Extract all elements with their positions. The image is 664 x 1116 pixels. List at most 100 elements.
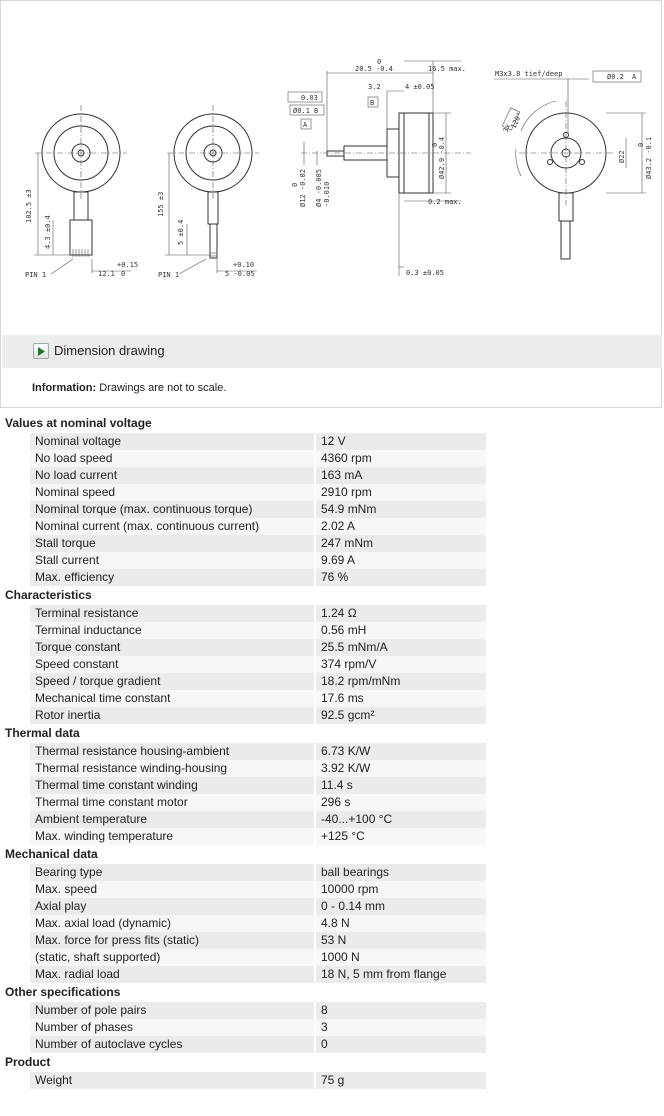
spec-value: +125 °C <box>316 828 486 845</box>
spec-row: Number of pole pairs 8 <box>0 1002 664 1019</box>
spec-row: Max. radial load 18 N, 5 mm from flange <box>0 966 664 983</box>
spec-label: No load speed <box>30 450 314 467</box>
spec-value: 17.6 ms <box>316 690 486 707</box>
group-title: Thermal data <box>5 726 80 740</box>
spec-value: 18 N, 5 mm from flange <box>316 966 486 983</box>
spec-row: Rotor inertia 92.5 gcm² <box>0 707 664 724</box>
spec-label: Thermal time constant motor <box>30 794 314 811</box>
info-label: Information: <box>32 382 97 394</box>
spec-label: Max. speed <box>30 881 314 898</box>
spec-row: Max. speed 10000 rpm <box>0 881 664 898</box>
spec-value: 0.56 mH <box>316 622 486 639</box>
front-view-long-cable: 155 ±3 5 ±0.4 5 -0.05 +0.10 PIN 1 <box>157 105 259 279</box>
group-title: Values at nominal voltage <box>5 416 152 430</box>
spec-value: ball bearings <box>316 864 486 881</box>
spec-row: Max. axial load (dynamic) 4.8 N <box>0 915 664 932</box>
spec-row: Nominal current (max. continuous current… <box>0 518 664 535</box>
spec-row: Max. force for press fits (static) 53 N <box>0 932 664 949</box>
dim-d1: 102.5 ±3 <box>25 189 33 223</box>
spec-label: Thermal resistance housing-ambient <box>30 743 314 760</box>
spec-label: Nominal voltage <box>30 433 314 450</box>
spec-row: Nominal speed 2910 rpm <box>0 484 664 501</box>
spec-label: Weight <box>30 1072 314 1089</box>
spec-value: 1000 N <box>316 949 486 966</box>
dim-s14: Ø12 -0.02 <box>299 169 307 207</box>
spec-label: Ambient temperature <box>30 811 314 828</box>
spec-value: 18.2 rpm/mNm <box>316 673 486 690</box>
dim-f2: Ø0.2 <box>607 73 624 81</box>
dim-s12: 0 <box>431 143 439 147</box>
dim-s7: Ø0.1 <box>293 107 310 115</box>
side-view: 0 20.5 -0.4 16.5 max. 3.2 4 ±0.05 0.03 Ø… <box>287 58 471 277</box>
spec-row: Speed constant 374 rpm/V <box>0 656 664 673</box>
spec-label: Mechanical time constant <box>30 690 314 707</box>
play-triangle-icon <box>38 347 45 356</box>
dim-s3: 16.5 max. <box>428 65 466 73</box>
dim-s9: A <box>303 121 308 129</box>
spec-label: Number of pole pairs <box>30 1002 314 1019</box>
group-title: Mechanical data <box>5 847 98 861</box>
dim-d3-tol2: 0 <box>121 270 125 278</box>
spec-value: 8 <box>316 1002 486 1019</box>
spec-label: Number of phases <box>30 1019 314 1036</box>
spec-row: Bearing type ball bearings <box>0 864 664 881</box>
dim-d2: 4.3 ±0.4 <box>44 215 52 249</box>
spec-label: Thermal resistance winding-housing <box>30 760 314 777</box>
spec-row: No load current 163 mA <box>0 467 664 484</box>
dim-s13: 0 <box>291 183 299 187</box>
spec-label: Speed / torque gradient <box>30 673 314 690</box>
dim-f6: Ø22 <box>618 150 626 163</box>
spec-label: Max. winding temperature <box>30 828 314 845</box>
dimension-drawing-link[interactable]: Dimension drawing <box>54 343 165 358</box>
spec-row: No load speed 4360 rpm <box>0 450 664 467</box>
spec-value: 11.4 s <box>316 777 486 794</box>
dim-d3: 12.1 <box>98 270 115 278</box>
info-text: Drawings are not to scale. <box>99 382 227 394</box>
spec-row: Number of phases 3 <box>0 1019 664 1036</box>
spec-row: Number of autoclave cycles 0 <box>0 1036 664 1053</box>
dim-s5: 4 ±0.05 <box>405 83 435 91</box>
expand-drawing-button[interactable] <box>33 343 49 359</box>
spec-label: Terminal inductance <box>30 622 314 639</box>
spec-row: Ambient temperature -40...+100 °C <box>0 811 664 828</box>
front-view-short-cable: 102.5 ±3 4.3 ±0.4 12.1 +0.15 0 PIN 1 <box>25 105 138 279</box>
spec-row: Max. winding temperature +125 °C <box>0 828 664 845</box>
spec-value: 4.8 N <box>316 915 486 932</box>
spec-row: Stall torque 247 mNm <box>0 535 664 552</box>
spec-row: Thermal time constant motor 296 s <box>0 794 664 811</box>
dim-s8: B <box>314 107 318 115</box>
spec-value: 53 N <box>316 932 486 949</box>
dim-f1: M3x3.8 tief/deep <box>495 70 562 78</box>
dimension-drawing-panel: 102.5 ±3 4.3 ±0.4 12.1 +0.15 0 PIN 1 <box>0 0 662 408</box>
spec-label: Rotor inertia <box>30 707 314 724</box>
dim-d5: 5 ±0.4 <box>177 220 185 245</box>
spec-value: 296 s <box>316 794 486 811</box>
spec-label: Nominal torque (max. continuous torque) <box>30 501 314 518</box>
dim-s1: 0 <box>377 58 381 66</box>
spec-value: 3.92 K/W <box>316 760 486 777</box>
spec-value: 3 <box>316 1019 486 1036</box>
dim-s18: 0.3 ±0.05 <box>406 269 444 277</box>
spec-value: 4360 rpm <box>316 450 486 467</box>
spec-row: Terminal inductance 0.56 mH <box>0 622 664 639</box>
spec-label: Stall current <box>30 552 314 569</box>
dim-s2: 20.5 -0.4 <box>355 65 393 73</box>
spec-value: 76 % <box>316 569 486 586</box>
spec-value: 374 rpm/V <box>316 656 486 673</box>
spec-row: Thermal resistance housing-ambient 6.73 K… <box>0 743 664 760</box>
group-title: Other specifications <box>5 985 121 999</box>
spec-label: Speed constant <box>30 656 314 673</box>
spec-label: Axial play <box>30 898 314 915</box>
spec-label: Max. efficiency <box>30 569 314 586</box>
spec-label: Bearing type <box>30 864 314 881</box>
spec-row: Max. efficiency 76 % <box>0 569 664 586</box>
spec-row: Speed / torque gradient 18.2 rpm/mNm <box>0 673 664 690</box>
spec-value: 92.5 gcm² <box>316 707 486 724</box>
spec-label: Number of autoclave cycles <box>30 1036 314 1053</box>
spec-value: 0 - 0.14 mm <box>316 898 486 915</box>
dim-s4: 3.2 <box>368 83 381 91</box>
spec-label: Thermal time constant winding <box>30 777 314 794</box>
spec-label: Max. radial load <box>30 966 314 983</box>
dim-d3-tol: +0.15 <box>117 261 138 269</box>
spec-label: Terminal resistance <box>30 605 314 622</box>
